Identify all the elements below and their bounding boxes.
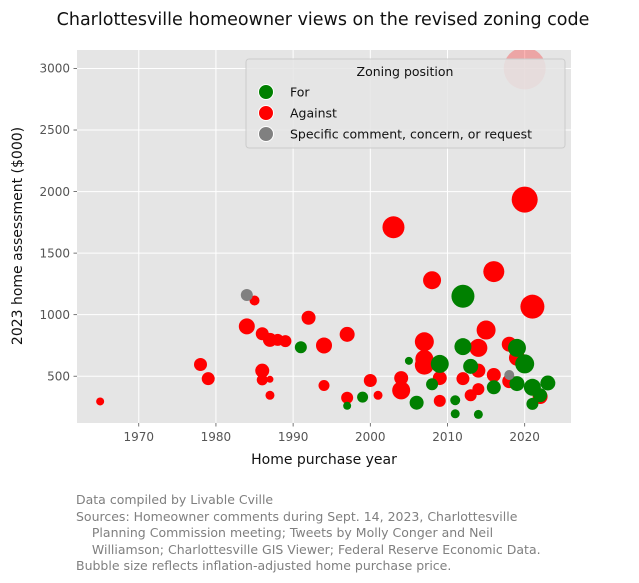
x-tick-label: 1990	[278, 430, 309, 444]
point-against	[255, 363, 270, 378]
legend-title: Zoning position	[357, 64, 454, 79]
legend-marker-against	[258, 105, 274, 121]
point-against	[363, 374, 377, 388]
point-against	[483, 261, 505, 283]
y-axis-label: 2023 home assessment ($000)	[10, 127, 26, 345]
footnote-line: Bubble size reflects inflation-adjusted …	[76, 558, 452, 573]
point-for	[509, 376, 525, 392]
point-for	[430, 354, 449, 373]
chart-title: Charlottesville homeowner views on the r…	[57, 10, 590, 30]
y-tick-label: 2500	[39, 123, 70, 137]
point-for	[540, 375, 556, 391]
footnote-line: Planning Commission meeting; Tweets by M…	[76, 525, 494, 540]
point-against	[373, 390, 383, 400]
point-against	[392, 381, 411, 400]
point-against	[433, 394, 446, 407]
point-against	[201, 372, 215, 386]
point-against	[341, 391, 354, 404]
point-against	[382, 216, 405, 239]
point-for	[357, 391, 369, 403]
legend-marker-comment	[258, 126, 274, 142]
point-for	[515, 354, 535, 374]
point-against	[249, 295, 260, 306]
point-against	[318, 379, 330, 391]
point-against	[339, 326, 355, 342]
point-for	[426, 378, 439, 391]
point-specific-comment-concern-or-request	[240, 288, 253, 301]
legend-marker-for	[258, 84, 274, 100]
point-against	[486, 367, 501, 382]
y-tick-label: 2000	[39, 185, 70, 199]
point-for	[343, 401, 352, 410]
point-for	[404, 356, 413, 365]
point-for	[454, 338, 472, 356]
point-for	[473, 409, 483, 419]
point-against	[394, 371, 409, 386]
point-for	[507, 338, 526, 357]
point-against	[469, 338, 488, 357]
x-tick-label: 2010	[432, 430, 463, 444]
legend-label-against: Against	[290, 106, 337, 121]
point-against	[256, 374, 268, 386]
point-against	[472, 383, 485, 396]
point-for	[409, 395, 424, 410]
point-against	[194, 358, 207, 372]
point-for	[463, 358, 479, 374]
point-against	[266, 375, 274, 383]
point-for	[450, 409, 460, 419]
y-tick-label: 1000	[39, 308, 70, 322]
point-against	[265, 390, 275, 400]
point-for	[533, 388, 548, 403]
point-against	[279, 335, 292, 348]
footnote-line: Williamson; Charlottesville GIS Viewer; …	[76, 541, 541, 557]
point-against	[423, 271, 442, 290]
y-tick-label: 3000	[39, 62, 70, 76]
x-tick-label: 2020	[509, 430, 540, 444]
footnote-line: Sources: Homeowner comments during Sept.…	[76, 508, 518, 524]
point-against	[511, 186, 538, 213]
point-against	[238, 318, 255, 335]
point-against	[456, 372, 470, 386]
point-against	[476, 320, 496, 340]
point-against	[96, 397, 105, 406]
tick-labels: 1970 1980 1990 2000 2010 2020 500 1000 1500 2000 2…	[39, 62, 540, 444]
point-against	[414, 355, 434, 375]
y-tick-label: 1500	[39, 246, 70, 260]
legend-label-comment: Specific comment, concern, or request	[290, 127, 532, 142]
footnote-line: Data compiled by Livable Cville	[76, 492, 274, 507]
point-against	[414, 332, 434, 352]
point-for	[451, 284, 475, 308]
x-tick-label: 2000	[355, 430, 386, 444]
x-axis-label: Home purchase year	[251, 452, 397, 468]
point-for	[486, 380, 501, 395]
point-against	[520, 294, 545, 319]
data-points	[96, 50, 556, 419]
point-for	[450, 395, 461, 406]
footnote: Data compiled by Livable Cville Sources:…	[76, 492, 541, 575]
point-against	[301, 310, 316, 325]
point-specific-comment-concern-or-request	[504, 369, 515, 380]
point-for	[294, 341, 307, 354]
point-against	[316, 337, 332, 354]
point-for	[526, 397, 539, 410]
legend-label-for: For	[290, 85, 310, 100]
y-tick-label: 500	[47, 369, 70, 383]
x-tick-label: 1970	[123, 430, 154, 444]
legend-box	[245, 58, 566, 149]
x-tick-label: 1980	[201, 430, 232, 444]
legend: Zoning position For Against Specific com…	[245, 58, 566, 149]
